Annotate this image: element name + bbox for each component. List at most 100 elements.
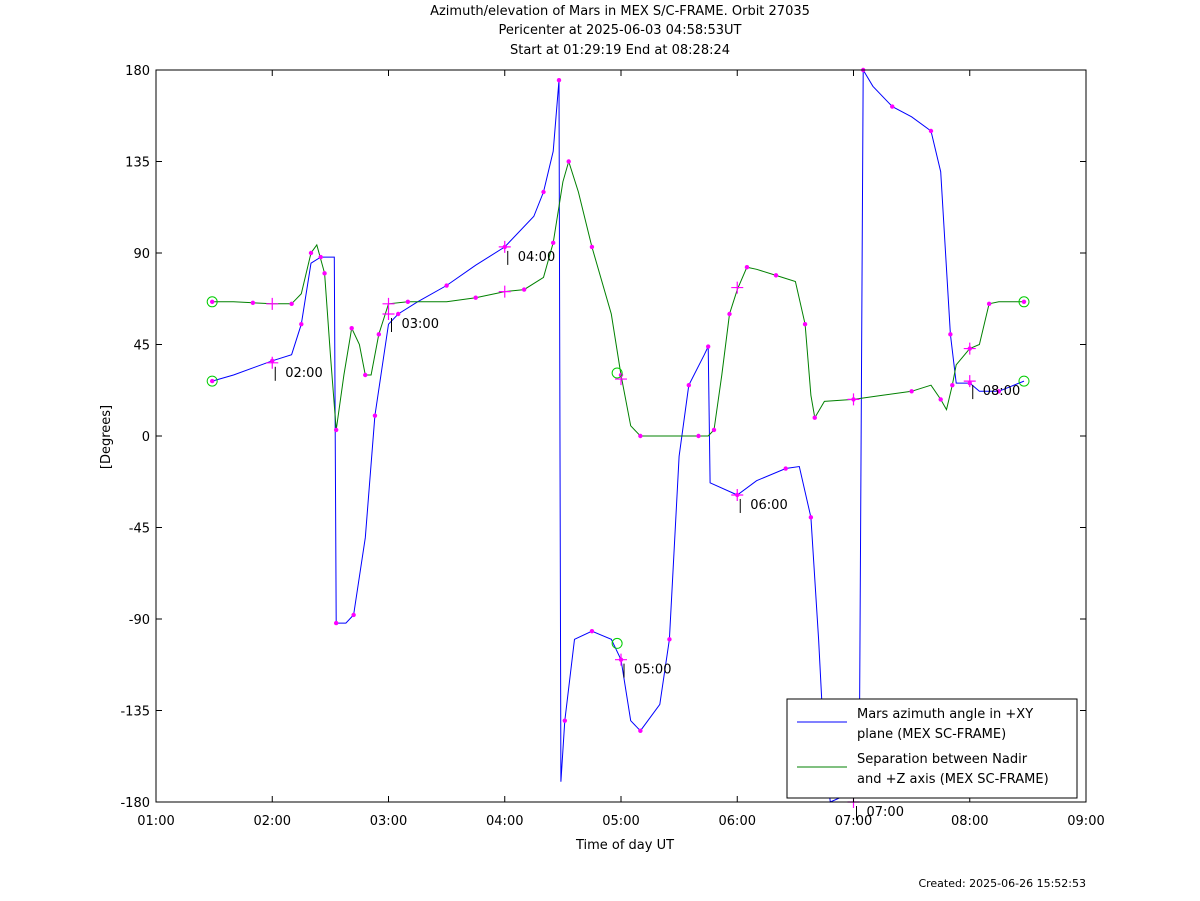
hour-marker: [498, 240, 511, 253]
sample-dot: [299, 321, 304, 327]
sample-dot: [550, 240, 556, 246]
x-tick-label: 01:00: [137, 814, 174, 829]
endpoint-circle: [206, 375, 218, 387]
hour-annotation: 03:00: [402, 317, 439, 332]
sample-dot: [289, 301, 294, 307]
y-tick-label: -135: [120, 705, 150, 720]
hour-marker: [266, 297, 279, 310]
sample-dot: [209, 378, 215, 384]
sample-dot: [783, 466, 788, 471]
hour-marker: [266, 356, 279, 369]
hour-annotation: 05:00: [634, 663, 671, 678]
sample-dot: [556, 77, 562, 83]
hour-marker: [615, 373, 627, 386]
hour-annotation: 08:00: [983, 384, 1020, 399]
hour-annotation: 07:00: [867, 805, 904, 820]
sample-dot: [667, 637, 672, 642]
endpoint-circle: [611, 637, 623, 649]
sample-dot: [996, 389, 1002, 394]
plot-frame: [155, 69, 1087, 803]
x-tick-label: 08:00: [951, 814, 988, 829]
x-tick-label: 03:00: [370, 814, 407, 829]
sample-dot: [948, 332, 953, 337]
hour-annotation: 04:00: [518, 250, 555, 265]
sample-dot: [363, 372, 368, 378]
y-tick-label: 0: [142, 430, 150, 445]
created-timestamp: Created: 2025-06-26 15:52:53: [918, 877, 1086, 890]
hour-marker: [731, 281, 744, 294]
sample-dot: [308, 250, 314, 256]
hour-marker: [963, 375, 976, 388]
hour-annotation: 06:00: [750, 498, 787, 513]
chart-subtitle-start-end: Start at 01:29:19 End at 08:28:24: [509, 43, 731, 58]
legend-label: Separation between Nadir: [857, 752, 1028, 767]
chart-title: Azimuth/elevation of Mars in MEX S/C-FRA…: [430, 4, 810, 19]
y-tick-label: -180: [120, 796, 150, 811]
legend-label: and +Z axis (MEX SC-FRAME): [857, 772, 1049, 787]
chart-subtitle-pericenter: Pericenter at 2025-06-03 04:58:53UT: [498, 23, 742, 38]
legend: Mars azimuth angle in +XY plane (MEX SC-F…: [786, 698, 1078, 799]
sample-dot: [1021, 299, 1027, 304]
sample-dot: [405, 299, 411, 304]
legend-label: plane (MEX SC-FRAME): [857, 727, 1006, 742]
sample-dot: [909, 389, 914, 394]
sample-dot: [562, 718, 568, 723]
legend-box: [786, 698, 1078, 799]
marker-layer: 02:00 03:00 04:00 05:00 06:00 07:00 08:00: [206, 67, 1030, 820]
series-line-1: [212, 159, 1024, 437]
sample-dot: [333, 620, 339, 626]
hour-marker: [382, 308, 395, 320]
endpoint-circle: [206, 296, 218, 308]
axes-layer: 180 135 90 45 0 -45 -90 -135 -180 01:00 02:00 03:00…: [99, 64, 1105, 853]
sample-dot: [372, 413, 378, 418]
sample-dot: [773, 273, 779, 278]
sample-dot: [938, 397, 943, 402]
endpoint-circle: [1018, 296, 1030, 308]
sample-dot: [473, 295, 478, 300]
sample-dot: [395, 311, 401, 317]
y-tick-label: -45: [129, 522, 150, 537]
sample-dot: [950, 382, 955, 388]
sample-dot: [322, 271, 327, 276]
sample-dot: [727, 311, 732, 317]
y-tick-label: 180: [125, 64, 150, 79]
hour-marker: [382, 297, 395, 310]
sample-dot: [638, 728, 643, 734]
x-axis-label: Time of day UT: [575, 838, 674, 853]
hour-marker: [498, 285, 511, 298]
y-tick-label: 90: [133, 247, 150, 262]
sample-dot: [890, 104, 895, 109]
hour-marker: [847, 393, 860, 406]
series-line-0: [212, 68, 1025, 803]
x-tick-label: 05:00: [602, 814, 639, 829]
sample-dot: [638, 433, 643, 439]
sample-dot: [928, 128, 934, 134]
sample-dot: [711, 427, 717, 433]
sample-dot: [705, 344, 711, 349]
sample-dot: [696, 433, 701, 439]
sample-dot: [686, 382, 692, 388]
sample-dot: [521, 287, 527, 292]
endpoint-circle: [611, 367, 623, 379]
sample-dot: [349, 326, 354, 331]
sample-dot: [541, 189, 546, 195]
x-tick-label: 09:00: [1067, 814, 1104, 829]
hour-marker: [963, 342, 976, 355]
endpoint-circle: [1018, 375, 1030, 387]
sample-dot: [318, 254, 323, 260]
sample-dot: [209, 299, 215, 304]
x-tick-label: 07:00: [835, 814, 872, 829]
y-tick-label: 135: [125, 156, 150, 171]
sample-dot: [250, 300, 256, 306]
y-tick-label: -90: [129, 613, 150, 628]
sample-dot: [808, 515, 814, 520]
legend-label: Mars azimuth angle in +XY: [857, 707, 1033, 722]
hour-annotation: 02:00: [285, 366, 322, 381]
x-tick-label: 06:00: [719, 814, 756, 829]
sample-dot: [566, 159, 571, 164]
sample-dot: [744, 265, 750, 270]
sample-dot: [444, 283, 449, 288]
sample-dot: [802, 321, 808, 327]
hour-marker: [615, 653, 627, 666]
